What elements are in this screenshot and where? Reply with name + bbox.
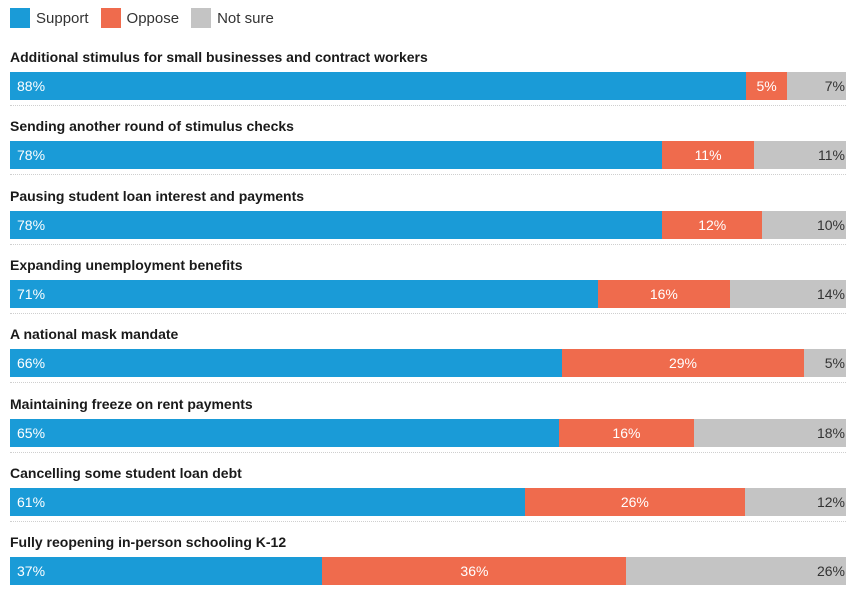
bar-segment-support: 88%	[10, 72, 746, 100]
legend-item-support: Support	[10, 8, 89, 28]
data-label-notsure: 5%	[824, 355, 845, 372]
bar-row: Maintaining freeze on rent payments 65% 16…	[10, 396, 846, 454]
stacked-bar: 65% 16% 18%	[10, 418, 846, 447]
data-label-support: 61%	[17, 493, 46, 510]
data-label-oppose: 11%	[694, 147, 722, 164]
bar-segment-notsure: 14%	[730, 279, 846, 308]
category-label: Pausing student loan interest and paymen…	[10, 187, 305, 204]
data-label-oppose: 12%	[698, 216, 727, 233]
legend-swatch-support	[10, 8, 30, 28]
data-label-notsure: 11%	[818, 147, 845, 164]
stacked-bar: 61% 26% 12%	[10, 487, 846, 516]
legend-label-notsure: Not sure	[217, 9, 274, 27]
legend-item-oppose: Oppose	[100, 8, 180, 28]
category-label: A national mask mandate	[10, 326, 179, 343]
data-label-oppose: 16%	[612, 424, 641, 441]
data-label-oppose: 26%	[620, 493, 649, 510]
legend-swatch-notsure	[191, 8, 212, 28]
stacked-bar: 78% 12% 10%	[10, 210, 846, 239]
chart-legend: Support Oppose Not sure	[10, 8, 286, 28]
row-separator	[10, 312, 846, 314]
bar-row: Expanding unemployment benefits 71% 16% 14%	[10, 257, 846, 315]
bar-segment-support: 78%	[10, 210, 663, 239]
bar-segment-notsure: 18%	[693, 418, 846, 447]
bar-row: Pausing student loan interest and paymen…	[10, 188, 846, 246]
bar-segment-support: 37%	[10, 557, 323, 586]
category-label: Fully reopening in-person schooling K-12	[10, 534, 287, 551]
legend-item-notsure: Not sure	[191, 8, 274, 28]
category-label: Sending another round of stimulus checks	[10, 118, 294, 135]
bar-segment-oppose: 5%	[745, 72, 788, 100]
data-label-support: 78%	[17, 216, 46, 233]
bar-segment-oppose: 36%	[322, 557, 627, 586]
bar-segment-support: 66%	[10, 349, 562, 378]
bar-segment-notsure: 26%	[626, 557, 846, 586]
data-label-oppose: 29%	[668, 355, 697, 372]
row-separator	[10, 105, 846, 106]
data-label-support: 37%	[17, 563, 46, 580]
bar-row: Cancelling some student loan debt 61% 26% 1…	[10, 465, 846, 523]
data-label-oppose: 5%	[756, 78, 777, 94]
row-separator	[10, 382, 846, 384]
data-label-notsure: 7%	[824, 78, 845, 94]
stacked-bar: 71% 16% 14%	[10, 279, 846, 308]
bar-segment-oppose: 12%	[662, 210, 763, 239]
row-separator	[10, 520, 846, 522]
stacked-bar: 37% 36% 26%	[10, 557, 846, 586]
category-label: Expanding unemployment benefits	[10, 256, 243, 273]
bar-segment-oppose: 16%	[597, 279, 731, 308]
bar-segment-oppose: 16%	[558, 418, 694, 447]
bar-segment-notsure: 11%	[754, 141, 846, 170]
bar-row: Sending another round of stimulus checks…	[10, 118, 846, 176]
data-label-notsure: 12%	[816, 493, 845, 510]
bar-segment-notsure: 5%	[804, 349, 846, 378]
bar-row: Additional stimulus for small businesses…	[10, 49, 846, 107]
data-label-notsure: 10%	[816, 216, 845, 233]
bar-segment-notsure: 7%	[787, 72, 846, 100]
row-separator	[10, 451, 846, 453]
stacked-bar: 66% 29% 5%	[10, 349, 846, 378]
row-separator	[10, 243, 846, 245]
legend-label-oppose: Oppose	[126, 9, 180, 27]
bar-segment-support: 78%	[10, 141, 663, 170]
data-label-notsure: 14%	[816, 285, 845, 302]
bar-row: Fully reopening in-person schooling K-12…	[10, 534, 846, 592]
legend-swatch-oppose	[100, 8, 121, 28]
bar-segment-oppose: 26%	[525, 487, 745, 516]
data-label-notsure: 26%	[816, 563, 845, 580]
bar-segment-notsure: 10%	[762, 210, 846, 239]
category-label: Cancelling some student loan debt	[10, 464, 242, 481]
category-label: Maintaining freeze on rent payments	[10, 395, 253, 412]
data-label-support: 66%	[17, 355, 46, 372]
bar-segment-support: 61%	[10, 487, 526, 516]
bar-segment-notsure: 12%	[744, 487, 846, 516]
bar-row: A national mask mandate 66% 29% 5%	[10, 326, 846, 384]
data-label-oppose: 36%	[460, 563, 489, 580]
row-separator	[10, 174, 846, 176]
bar-segment-support: 65%	[10, 418, 559, 447]
data-label-support: 88%	[17, 78, 46, 94]
data-label-support: 65%	[17, 424, 46, 441]
bar-segment-oppose: 11%	[662, 141, 755, 170]
data-label-support: 71%	[17, 285, 46, 302]
data-label-notsure: 18%	[816, 424, 845, 441]
legend-label-support: Support	[36, 9, 89, 27]
bar-segment-oppose: 29%	[561, 349, 805, 378]
stacked-bar: 78% 11% 11%	[10, 141, 846, 170]
stacked-bar: 88% 5% 7%	[10, 72, 846, 100]
data-label-support: 78%	[17, 147, 46, 164]
data-label-oppose: 16%	[649, 285, 678, 302]
category-label: Additional stimulus for small businesses…	[10, 49, 428, 65]
bar-segment-support: 71%	[10, 279, 598, 308]
